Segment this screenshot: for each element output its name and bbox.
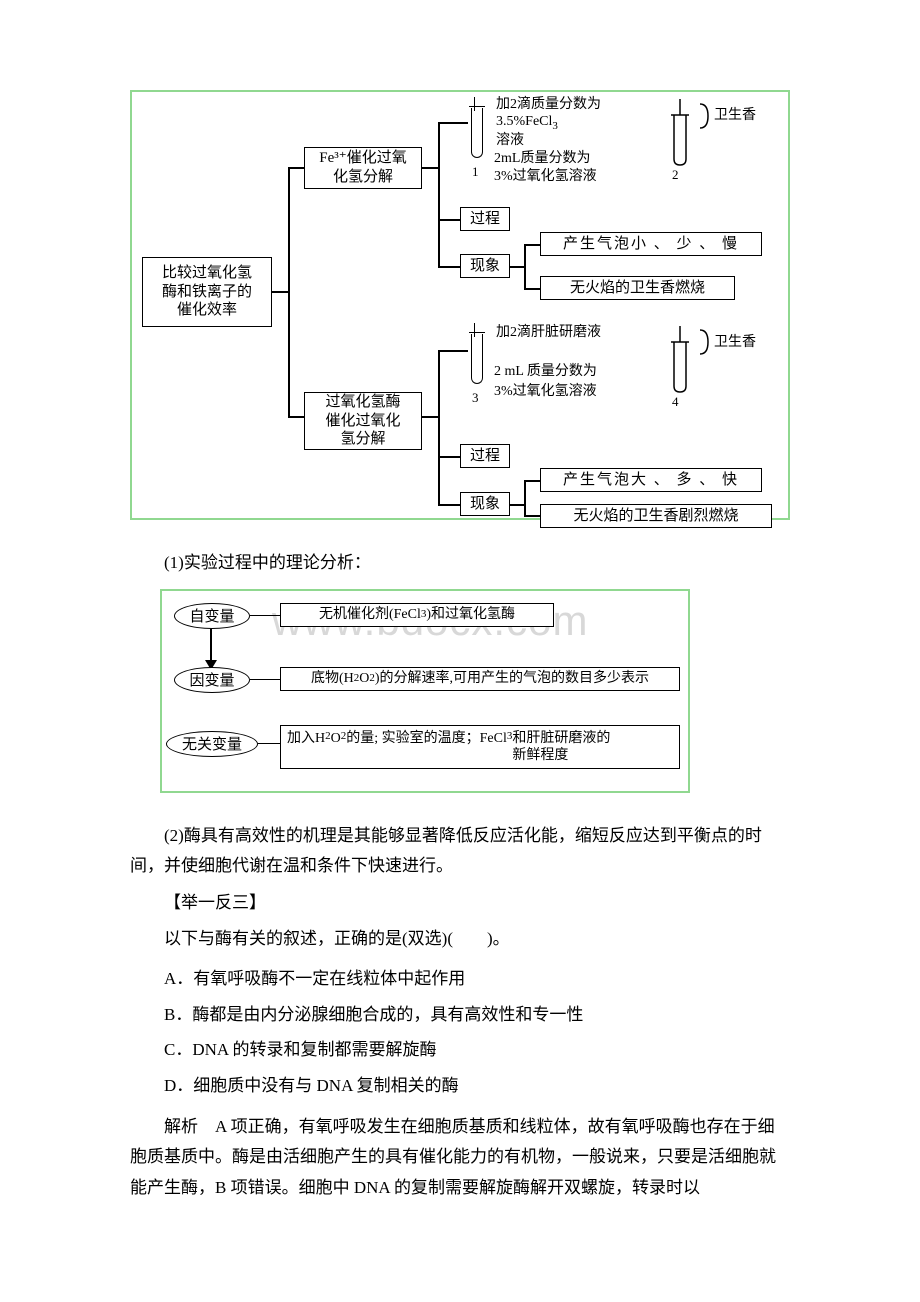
connector	[250, 679, 280, 681]
test-tube-3: 3	[468, 326, 486, 388]
connector	[438, 504, 460, 506]
incense-bracket-1	[700, 102, 712, 137]
solution-text-1: 2mL质量分数为3%过氧化氢溶液	[494, 150, 597, 185]
connector	[438, 350, 468, 352]
var3-oval: 无关变量	[166, 731, 258, 757]
option-b: B．酶都是由内分泌腺细胞合成的，具有高效性和专一性	[164, 997, 790, 1033]
var3-box: 加入H2O2的量; 实验室的温度；FeCl3和肝脏研磨液的新鲜程度	[280, 725, 680, 769]
text-1: (1)实验过程中的理论分析：	[130, 548, 790, 579]
connector	[422, 416, 438, 418]
connector	[438, 266, 460, 268]
connector	[438, 350, 440, 505]
option-c: C．DNA 的转录和复制都需要解旋酶	[164, 1032, 790, 1068]
var2-label: 因变量	[189, 669, 234, 690]
result-box-2: 现象	[460, 492, 510, 516]
process-label-2: 过程	[470, 447, 500, 466]
main-title-text: 比较过氧化氢 酶和铁离子的 催化效率	[162, 264, 252, 320]
result1-1-box: 产生气泡小 、 少 、 慢	[540, 232, 762, 256]
solution-text-2: 2 mL 质量分数为3%过氧化氢溶液	[494, 362, 597, 401]
process-box-1: 过程	[460, 207, 510, 231]
tube-number: 2	[672, 167, 679, 183]
main-title-box: 比较过氧化氢 酶和铁离子的 催化效率	[142, 257, 272, 327]
test-tube-1: 1	[468, 100, 486, 162]
var1-oval: 自变量	[174, 603, 250, 629]
option-a: A．有氧呼吸酶不一定在线粒体中起作用	[164, 961, 790, 997]
incense-stick-1: 2	[670, 97, 692, 169]
var2-box: 底物(H2O2)的分解速率,可用产生的气泡的数目多少表示	[280, 667, 680, 691]
result2-1-box: 产生气泡大 、 多 、 快	[540, 468, 762, 492]
result1-2-box: 无火焰的卫生香燃烧	[540, 276, 735, 300]
connector	[510, 266, 524, 268]
var1-box: 无机催化剂(FeCl3)和过氧化氢酶	[280, 603, 554, 627]
result-label-2: 现象	[470, 495, 500, 514]
connector	[438, 122, 440, 267]
text-2: (2)酶具有高效性的机理是其能够显著降低反应活化能，缩短反应达到平衡点的时间，并…	[130, 821, 790, 882]
connector	[510, 504, 524, 506]
connector	[288, 167, 304, 169]
branch1-title-box: Fe³⁺催化过氧 化氢分解	[304, 147, 422, 189]
connector	[524, 480, 526, 516]
incense-label-2: 卫生香	[714, 334, 756, 352]
connector	[288, 167, 290, 417]
option-d: D．细胞质中没有与 DNA 复制相关的酶	[164, 1068, 790, 1104]
question-stem: 以下与酶有关的叙述，正确的是(双选)( )。	[130, 924, 790, 955]
connector	[524, 480, 540, 482]
result-box-1: 现象	[460, 254, 510, 278]
experiment-flowchart: 比较过氧化氢 酶和铁离子的 催化效率 Fe³⁺催化过氧 化氢分解 1 加2滴质量…	[130, 90, 790, 520]
drop-text-2: 加2滴肝脏研磨液	[496, 324, 601, 342]
process-box-2: 过程	[460, 444, 510, 468]
incense-bracket-2	[700, 328, 712, 363]
connector	[524, 515, 540, 517]
options-block: A．有氧呼吸酶不一定在线粒体中起作用 B．酶都是由内分泌腺细胞合成的，具有高效性…	[164, 961, 790, 1104]
result1-1: 产生气泡小 、 少 、 慢	[563, 235, 739, 254]
tube-number: 4	[672, 394, 679, 410]
process-label: 过程	[470, 210, 500, 229]
connector	[438, 122, 468, 124]
connector	[524, 244, 540, 246]
connector	[438, 456, 460, 458]
variables-diagram: www.bdocx.com 自变量 无机催化剂(FeCl3)和过氧化氢酶 因变量…	[160, 589, 690, 793]
section-title: 【举一反三】	[130, 888, 790, 919]
result2-1: 产生气泡大 、 多 、 快	[563, 471, 739, 490]
var1-label: 自变量	[189, 605, 234, 626]
connector	[258, 743, 280, 745]
drop-text-1: 加2滴质量分数为3.5%FeCl3溶液	[496, 97, 601, 150]
branch2-title-box: 过氧化氢酶 催化过氧化 氢分解	[304, 392, 422, 450]
result2-2-box: 无火焰的卫生香剧烈燃烧	[540, 504, 772, 528]
connector	[438, 219, 460, 221]
result2-2: 无火焰的卫生香剧烈燃烧	[573, 507, 738, 526]
connector	[272, 291, 288, 293]
analysis-text: 解析 A 项正确，有氧呼吸发生在细胞质基质和线粒体，故有氧呼吸酶也存在于细胞质基…	[130, 1112, 790, 1204]
var3-label: 无关变量	[182, 733, 242, 754]
connector	[524, 288, 540, 290]
result-label: 现象	[470, 257, 500, 276]
incense-label-1: 卫生香	[714, 107, 756, 125]
incense-stick-2: 4	[670, 324, 692, 396]
connector	[288, 416, 304, 418]
connector	[250, 615, 280, 617]
branch2-title: 过氧化氢酶 催化过氧化 氢分解	[325, 393, 400, 449]
connector	[524, 244, 526, 289]
branch1-title: Fe³⁺催化过氧 化氢分解	[319, 149, 406, 187]
result1-2: 无火焰的卫生香燃烧	[570, 279, 705, 298]
connector	[422, 167, 438, 169]
tube-number: 1	[472, 164, 479, 180]
var2-oval: 因变量	[174, 667, 250, 693]
tube-number: 3	[472, 390, 479, 406]
